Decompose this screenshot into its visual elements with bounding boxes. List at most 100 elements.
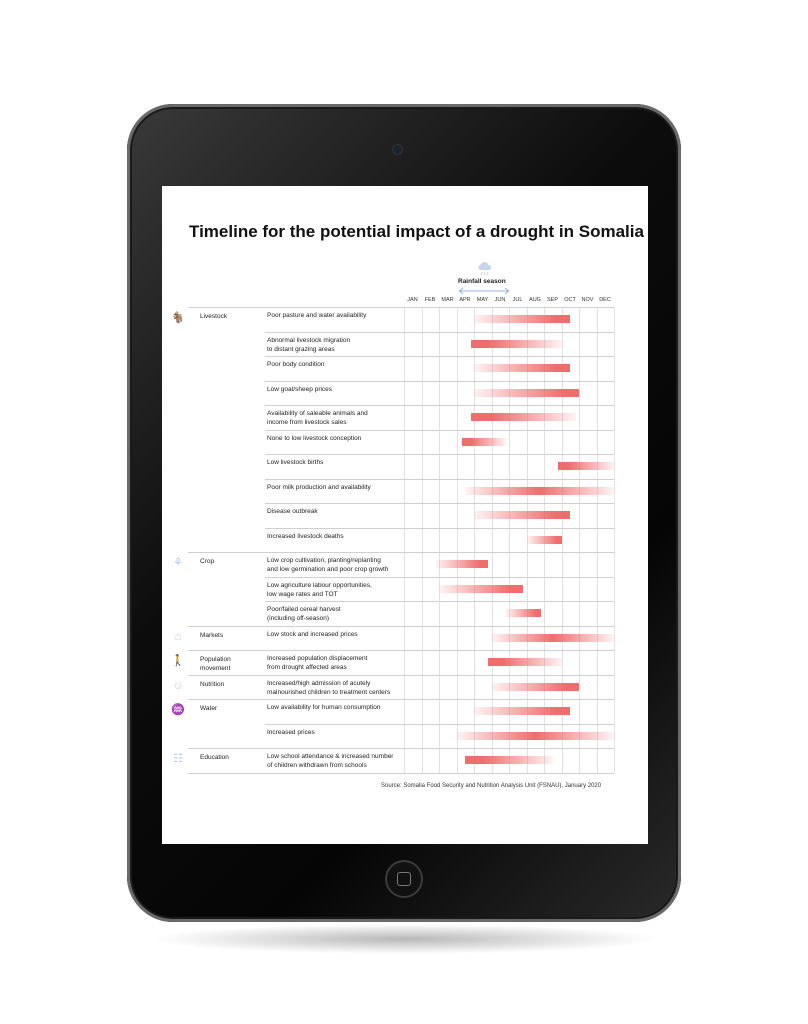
grid-line-vertical — [596, 307, 598, 773]
gantt-bar — [491, 633, 614, 642]
month-label: OCT — [564, 297, 576, 303]
school-book-icon: ☷ — [173, 753, 183, 765]
month-label: MAR — [441, 297, 454, 303]
category-label: Markets — [200, 631, 224, 639]
gantt-bar — [456, 731, 614, 740]
category-divider — [188, 674, 614, 676]
row-label: Disease outbreak — [267, 508, 318, 515]
gantt-bar — [465, 756, 553, 764]
tablet-screen: Timeline for the potential impact of a d… — [162, 186, 648, 844]
mother-child-icon: ☺ — [172, 679, 184, 692]
month-label: JAN — [407, 297, 418, 303]
gantt-bar — [505, 609, 541, 617]
grid-line-vertical — [491, 307, 493, 773]
category-label: Nutrition — [200, 680, 225, 688]
crop-icon: ⚘ — [173, 557, 183, 569]
gantt-bar — [558, 462, 614, 470]
row-label: Low stock and increased prices — [267, 630, 358, 638]
month-label: FEB — [424, 297, 436, 303]
gantt-bar — [474, 388, 579, 397]
month-label: APR — [459, 297, 471, 303]
row-divider — [265, 405, 614, 406]
grid-line-vertical — [456, 307, 458, 773]
row-divider — [265, 331, 614, 333]
grid-line-vertical — [579, 307, 580, 773]
gantt-bar — [474, 707, 571, 715]
gantt-bar — [526, 535, 562, 544]
gantt-bar — [461, 437, 506, 446]
category-divider — [188, 552, 614, 553]
category-label: Education — [200, 754, 229, 761]
walking-person-icon: 🚶 — [171, 655, 185, 667]
water-tap-icon: ♒ — [171, 704, 185, 716]
row-divider — [265, 356, 614, 357]
row-divider — [265, 454, 614, 455]
row-label: None to low livestock conception — [267, 434, 362, 442]
row-divider — [265, 576, 614, 578]
gantt-bar — [474, 511, 571, 519]
home-button[interactable] — [385, 860, 423, 898]
row-label: Low livestock births — [267, 459, 324, 466]
month-label: MAY — [476, 297, 489, 303]
gantt-bar — [465, 486, 614, 495]
row-label: Availability of saleable animals and inco… — [267, 410, 368, 426]
grid-line-vertical — [404, 307, 405, 773]
gantt-bar — [470, 413, 576, 421]
row-divider — [265, 380, 614, 382]
row-divider — [265, 723, 614, 725]
goat-icon: 🐐 — [171, 312, 185, 324]
row-divider — [265, 429, 614, 431]
gantt-bar — [435, 560, 488, 568]
category-label: Crop — [200, 558, 215, 565]
gantt-bar — [474, 364, 571, 372]
category-label: Water — [200, 705, 218, 712]
gantt-bar — [470, 339, 562, 348]
row-label: Increased population displacement from dr… — [267, 655, 368, 671]
gantt-bar — [474, 315, 571, 323]
row-label: Poor/failed cereal harvest (including off… — [267, 606, 341, 622]
row-label: Low agriculture labour opportunities, low… — [267, 581, 372, 598]
row-label: Poor pasture and water availability — [267, 312, 367, 319]
gantt-bar — [439, 584, 523, 593]
rainfall-season-arrow — [458, 287, 510, 295]
row-label: Increased/high admission of acutely malno… — [267, 679, 391, 696]
grid-line-vertical — [561, 307, 563, 773]
category-divider — [188, 748, 614, 749]
month-label: JUL — [512, 297, 523, 303]
gantt-bar — [491, 682, 579, 691]
gantt-bar — [488, 658, 562, 666]
grid-line-vertical — [614, 307, 615, 773]
row-divider — [265, 601, 614, 602]
row-divider — [265, 503, 614, 504]
row-label: Poor body condition — [267, 361, 325, 368]
category-divider — [188, 772, 614, 774]
source-note: Source: Somalia Food Security and Nutrit… — [381, 783, 602, 789]
rain-cloud-icon — [478, 262, 492, 276]
market-icon: ⌂ — [174, 630, 182, 643]
chart-title: Timeline for the potential impact of a d… — [189, 222, 644, 241]
category-label: Population movement — [200, 656, 231, 672]
tablet-shadow — [150, 924, 660, 954]
grid-line-vertical — [439, 307, 440, 773]
row-label: Low availability for human consumption — [267, 704, 381, 711]
month-label: AUG — [529, 297, 541, 303]
month-label: DEC — [599, 297, 611, 303]
row-label: Abnormal livestock migration to distant g… — [267, 336, 351, 353]
month-label: NOV — [581, 297, 594, 303]
row-label: Low crop cultivation, planting/replantin… — [267, 557, 389, 573]
category-divider — [188, 625, 614, 627]
grid-line-vertical — [509, 307, 510, 773]
row-label: Low school attendance & increased number… — [267, 753, 394, 769]
grid-line-vertical — [474, 307, 475, 773]
camera-icon — [393, 145, 402, 154]
month-label: JUN — [494, 297, 506, 303]
row-label: Increased livestock deaths — [267, 532, 344, 540]
row-label: Poor milk production and availability — [267, 483, 371, 491]
row-label: Low goat/sheep prices — [267, 385, 333, 393]
grid-line-top — [188, 307, 614, 308]
category-divider — [188, 699, 614, 700]
grid-line-vertical — [421, 307, 423, 773]
rainfall-season-label: Rainfall season — [458, 278, 506, 285]
row-label: Increased prices — [267, 728, 315, 736]
category-label: Livestock — [200, 313, 228, 320]
